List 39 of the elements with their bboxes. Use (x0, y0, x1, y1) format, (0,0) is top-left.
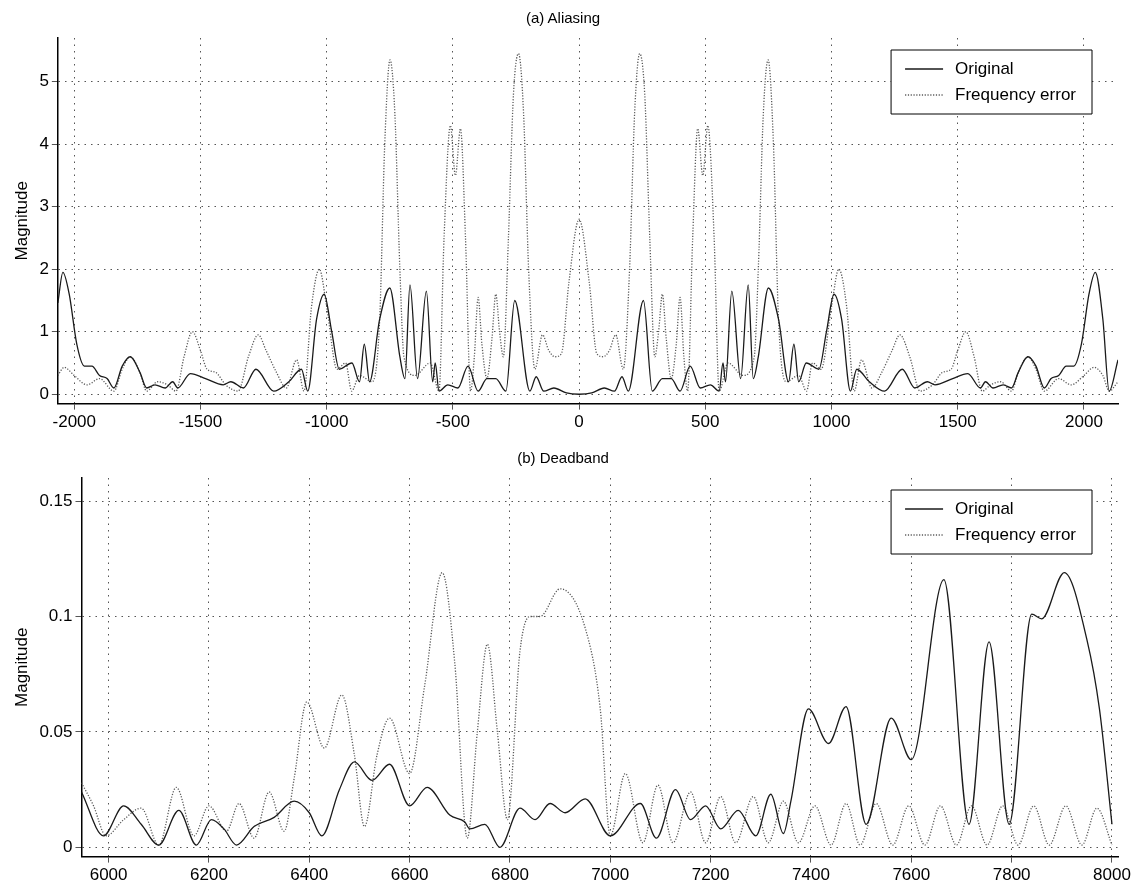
y-tick-label: 0 (39, 383, 49, 403)
y-axis-title: Magnitude (11, 181, 31, 261)
y-tick-label: 0 (63, 837, 73, 857)
legend-label: Frequency error (955, 84, 1077, 104)
x-tick-label: -500 (435, 412, 470, 432)
y-tick-label: 5 (39, 71, 49, 91)
y-tick-label: 2 (39, 258, 49, 278)
y-axis-title: Magnitude (11, 627, 31, 707)
y-tick-label: 3 (39, 196, 49, 216)
x-tick-label: 7000 (591, 865, 630, 885)
x-tick-label: 6800 (491, 865, 529, 885)
x-tick-label: 2000 (1065, 412, 1103, 432)
x-tick-label: -1500 (178, 412, 223, 432)
x-tick-label: 1000 (812, 412, 851, 432)
x-tick-label: 6200 (190, 865, 228, 885)
x-tick-label: 7800 (992, 865, 1031, 885)
y-tick-label: 0.1 (48, 606, 73, 626)
legend-label: Frequency error (955, 524, 1077, 544)
y-tick-label: 1 (39, 321, 49, 341)
legend-label: Original (955, 58, 1014, 78)
y-tick-label: 0.15 (39, 490, 73, 510)
x-tick-label: 8000 (1093, 865, 1131, 885)
x-tick-label: 7600 (892, 865, 931, 885)
y-tick-label: 0.05 (39, 721, 73, 741)
x-tick-label: -1000 (304, 412, 349, 432)
x-tick-label: 6400 (290, 865, 329, 885)
chart-title: (a) Aliasing (525, 9, 601, 27)
x-tick-label: -2000 (52, 412, 96, 432)
x-tick-label: 6000 (89, 865, 128, 885)
y-tick-label: 4 (39, 133, 49, 153)
x-tick-label: 7400 (792, 865, 830, 885)
x-tick-label: 1500 (938, 412, 977, 432)
x-tick-label: 6600 (390, 865, 429, 885)
x-tick-label: 500 (691, 412, 720, 432)
line-series (57, 271, 1118, 395)
x-tick-label: 0 (574, 412, 584, 432)
legend-label: Original (955, 498, 1014, 518)
chart-title: (b) Deadband (517, 449, 609, 467)
x-tick-label: 7200 (691, 865, 730, 885)
